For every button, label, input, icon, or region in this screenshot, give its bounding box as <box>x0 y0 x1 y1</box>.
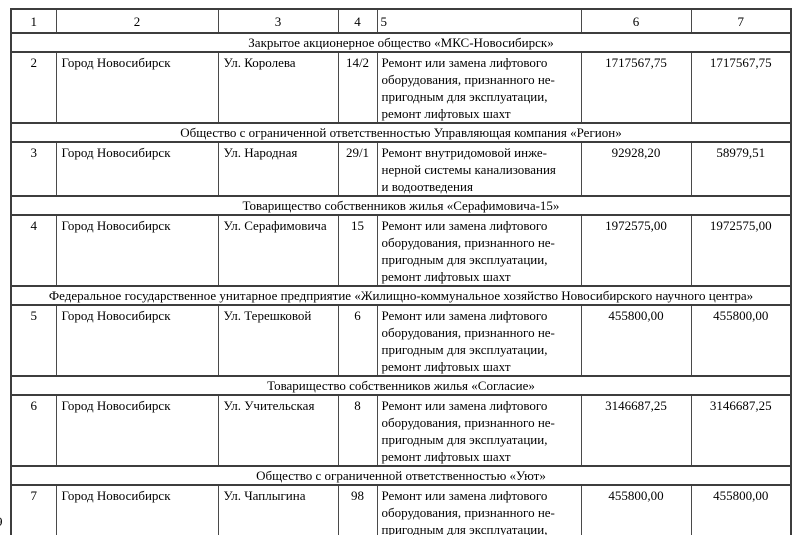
organization-section-row: Товарищество собственников жилья «Серафи… <box>10 195 792 216</box>
col-header-7: 7 <box>690 8 792 34</box>
table-row: 4 Город Новосибирск Ул. Серафимовича 15 … <box>10 214 792 287</box>
street-cell: Ул. Королева <box>217 51 339 124</box>
amount-col6-cell: 455800,00 <box>580 484 692 535</box>
organization-name: Общество с ограниченной ответственностью… <box>10 122 792 143</box>
row-number-cell: 4 <box>10 214 57 287</box>
amount-col7-cell: 455800,00 <box>690 304 792 377</box>
organization-name: Федеральное государственное унитарное пр… <box>10 285 792 306</box>
table-row: 2 Город Новосибирск Ул. Королева 14/2 Ре… <box>10 51 792 124</box>
amount-col7-cell: 58979,51 <box>690 141 792 197</box>
amount-col6-cell: 1972575,00 <box>580 214 692 287</box>
amount-col7-cell: 455800,00 <box>690 484 792 535</box>
amount-col7-cell: 1717567,75 <box>690 51 792 124</box>
house-number-cell: 98 <box>337 484 378 535</box>
organization-section-row: Закрытое акционерное общество «МКС-Новос… <box>10 32 792 53</box>
col-header-1: 1 <box>10 8 57 34</box>
work-description-cell: Ремонт внутридомовой инже- нерной систем… <box>376 141 582 197</box>
organization-name: Товарищество собственников жилья «Соглас… <box>10 375 792 396</box>
column-numbers-row: 1 2 3 4 5 6 7 <box>10 8 792 34</box>
house-number-cell: 29/1 <box>337 141 378 197</box>
row-number-cell: 6 <box>10 394 57 467</box>
table-row: 7 Город Новосибирск Ул. Чаплыгина 98 Рем… <box>10 484 792 535</box>
row-number-cell: 2 <box>10 51 57 124</box>
col-header-5: 5 <box>376 8 582 34</box>
organization-section-row: Общество с ограниченной ответственностью… <box>10 122 792 143</box>
col-header-4: 4 <box>337 8 378 34</box>
col-header-3: 3 <box>217 8 339 34</box>
house-number-cell: 8 <box>337 394 378 467</box>
row-number-cell: 7 <box>10 484 57 535</box>
amount-col7-cell: 1972575,00 <box>690 214 792 287</box>
amount-col6-cell: 1717567,75 <box>580 51 692 124</box>
house-number-cell: 14/2 <box>337 51 378 124</box>
works-table: 1 2 3 4 5 6 7 Закрытое акционерное общес… <box>10 8 792 535</box>
street-cell: Ул. Учительская <box>217 394 339 467</box>
city-cell: Город Новосибирск <box>55 484 219 535</box>
house-number-cell: 15 <box>337 214 378 287</box>
organization-section-row: Федеральное государственное унитарное пр… <box>10 285 792 306</box>
work-description-cell: Ремонт или замена лифтового оборудования… <box>376 484 582 535</box>
table-row: 6 Город Новосибирск Ул. Учительская 8 Ре… <box>10 394 792 467</box>
amount-col7-cell: 3146687,25 <box>690 394 792 467</box>
table-row: 5 Город Новосибирск Ул. Терешковой 6 Рем… <box>10 304 792 377</box>
street-cell: Ул. Чаплыгина <box>217 484 339 535</box>
city-cell: Город Новосибирск <box>55 51 219 124</box>
clipped-page-number: 9 <box>0 514 3 530</box>
amount-col6-cell: 92928,20 <box>580 141 692 197</box>
organization-name: Общество с ограниченной ответственностью… <box>10 465 792 486</box>
work-description-cell: Ремонт или замена лифтового оборудования… <box>376 304 582 377</box>
col-header-2: 2 <box>55 8 219 34</box>
city-cell: Город Новосибирск <box>55 214 219 287</box>
city-cell: Город Новосибирск <box>55 304 219 377</box>
house-number-cell: 6 <box>337 304 378 377</box>
city-cell: Город Новосибирск <box>55 394 219 467</box>
street-cell: Ул. Народная <box>217 141 339 197</box>
amount-col6-cell: 3146687,25 <box>580 394 692 467</box>
table-row: 3 Город Новосибирск Ул. Народная 29/1 Ре… <box>10 141 792 197</box>
organization-name: Товарищество собственников жилья «Серафи… <box>10 195 792 216</box>
organization-section-row: Общество с ограниченной ответственностью… <box>10 465 792 486</box>
row-number-cell: 3 <box>10 141 57 197</box>
street-cell: Ул. Терешковой <box>217 304 339 377</box>
organization-section-row: Товарищество собственников жилья «Соглас… <box>10 375 792 396</box>
col-header-6: 6 <box>580 8 692 34</box>
work-description-cell: Ремонт или замена лифтового оборудования… <box>376 394 582 467</box>
city-cell: Город Новосибирск <box>55 141 219 197</box>
street-cell: Ул. Серафимовича <box>217 214 339 287</box>
work-description-cell: Ремонт или замена лифтового оборудования… <box>376 214 582 287</box>
organization-name: Закрытое акционерное общество «МКС-Новос… <box>10 32 792 53</box>
amount-col6-cell: 455800,00 <box>580 304 692 377</box>
row-number-cell: 5 <box>10 304 57 377</box>
work-description-cell: Ремонт или замена лифтового оборудования… <box>376 51 582 124</box>
